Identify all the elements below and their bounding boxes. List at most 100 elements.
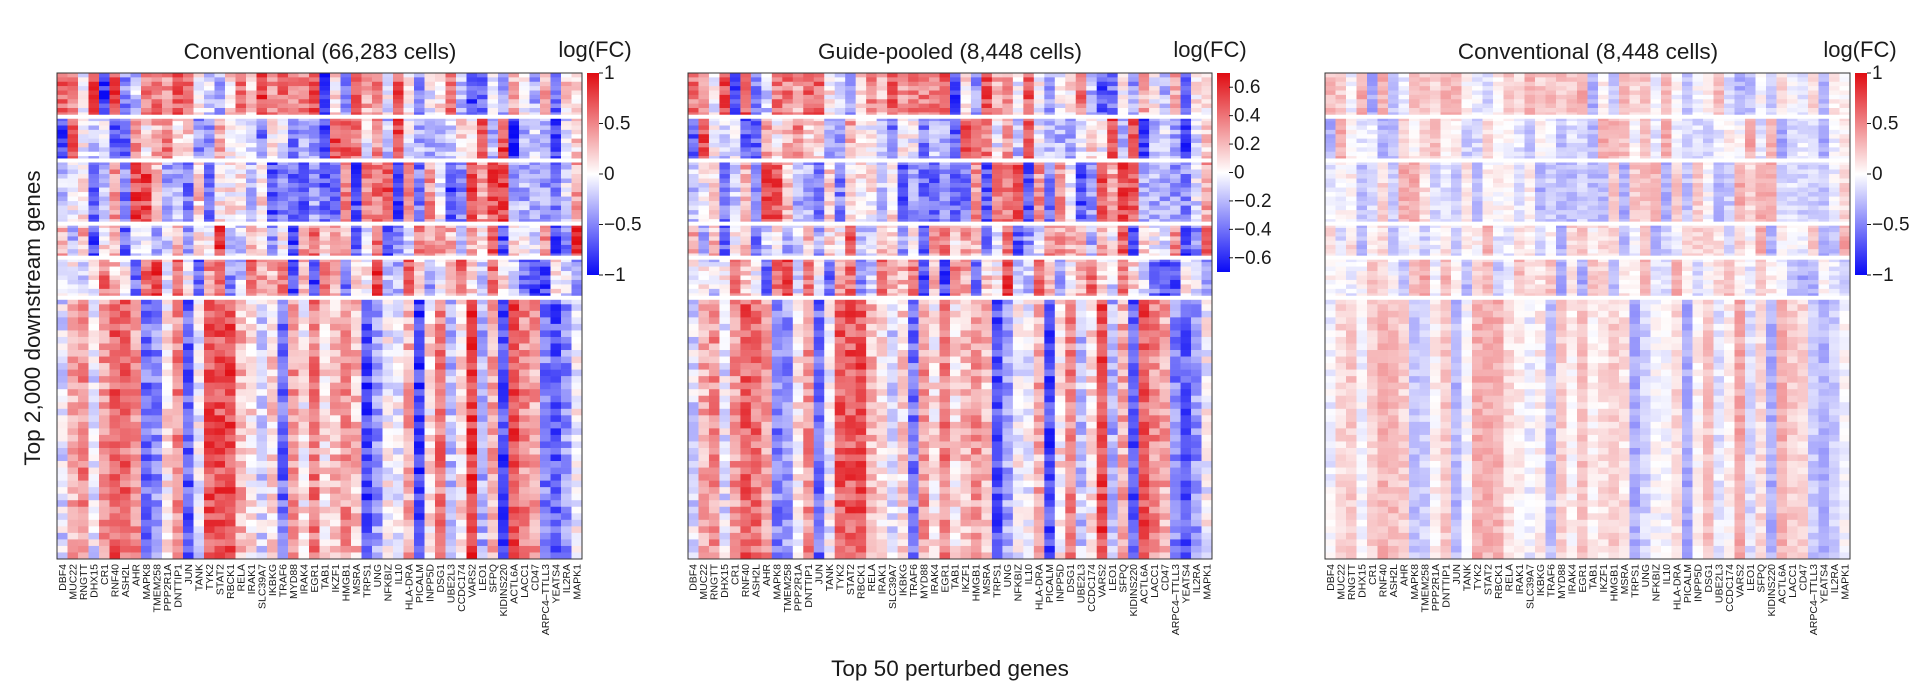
heatmap-cell [57, 125, 68, 131]
heatmap-cell [183, 201, 194, 206]
heatmap-cell [361, 421, 373, 429]
heatmap-cell [519, 284, 530, 290]
heatmap-cell [466, 90, 478, 96]
heatmap-cell [414, 288, 425, 294]
heatmap-cell [246, 545, 257, 553]
heatmap-cell [151, 330, 163, 338]
heatmap-cell [540, 408, 551, 416]
heatmap-cell [57, 526, 68, 534]
heatmap-cell [561, 356, 572, 364]
heatmap-cell [487, 447, 499, 455]
heatmap-cell [99, 480, 110, 488]
heatmap-cell [487, 323, 499, 331]
heatmap-cell [435, 317, 446, 325]
heatmap-cell [99, 513, 110, 521]
heatmap-cell [204, 330, 215, 338]
heatmap-cell [298, 369, 310, 377]
heatmap-cell [540, 138, 551, 144]
heatmap-cell [561, 288, 572, 294]
heatmap-cell [498, 244, 509, 250]
heatmap-cell [256, 493, 268, 501]
heatmap-cell [698, 271, 710, 276]
heatmap-cell [351, 125, 362, 131]
heatmap-cell [688, 552, 699, 560]
heatmap-cell [435, 330, 446, 338]
heatmap-cell [277, 249, 289, 254]
heatmap-cell [309, 178, 320, 184]
heatmap-cell [382, 169, 394, 175]
heatmap-cell [214, 487, 226, 494]
heatmap-cell [99, 474, 110, 481]
heatmap-cell [698, 421, 710, 429]
heatmap-cell [172, 434, 184, 442]
heatmap-cell [235, 441, 247, 449]
heatmap-cell [571, 279, 583, 285]
heatmap-cell [414, 493, 425, 501]
heatmap-cell [487, 174, 499, 179]
heatmap-cell [445, 441, 457, 449]
heatmap-cell [403, 232, 415, 237]
heatmap-cell [414, 402, 425, 410]
heatmap-cell [340, 500, 352, 508]
heatmap-cell [78, 454, 89, 462]
heatmap-cell [319, 356, 331, 364]
heatmap-cell [340, 363, 352, 370]
heatmap-cell [204, 500, 215, 508]
heatmap-cell [172, 493, 184, 501]
heatmap-cell [498, 240, 509, 246]
heatmap-cell [277, 526, 289, 534]
heatmap-cell [403, 138, 415, 144]
heatmap-cell [214, 257, 226, 263]
heatmap-cell [414, 116, 425, 122]
heatmap-cell [708, 493, 720, 501]
heatmap-cell [319, 474, 331, 481]
heatmap-cell [277, 376, 289, 383]
heatmap-cell [330, 174, 341, 179]
heatmap-cell [256, 395, 268, 403]
heatmap-cell [225, 526, 236, 534]
heatmap-cell [130, 350, 142, 357]
heatmap-cell [414, 389, 425, 397]
heatmap-cell [298, 73, 310, 78]
heatmap-cell [330, 461, 341, 468]
heatmap-cell [78, 125, 89, 131]
heatmap-cell [540, 323, 551, 331]
heatmap-cell [424, 552, 436, 560]
heatmap-cell [456, 454, 467, 462]
heatmap-cell [267, 138, 278, 144]
heatmap-cell [172, 330, 184, 338]
heatmap-cell [435, 271, 446, 276]
heatmap-cell [235, 275, 247, 281]
heatmap-cell [120, 156, 131, 161]
heatmap-cell [246, 142, 257, 148]
heatmap-cell [351, 297, 362, 305]
heatmap-cell [688, 196, 699, 202]
heatmap-cell [340, 284, 352, 290]
heatmap-cell [372, 116, 383, 122]
heatmap-cell [88, 513, 100, 521]
heatmap-cell [309, 236, 320, 241]
heatmap-cell [141, 129, 152, 135]
heatmap-cell [508, 369, 520, 377]
heatmap-cell [172, 389, 184, 397]
heatmap-cell [424, 129, 436, 135]
heatmap-cell [487, 178, 499, 184]
heatmap-cell [571, 116, 583, 122]
heatmap-cell [351, 142, 362, 148]
heatmap-cell [109, 363, 121, 370]
heatmap-cell [403, 160, 415, 166]
heatmap-cell [508, 164, 520, 170]
heatmap-cell [319, 288, 331, 294]
heatmap-cell [120, 174, 131, 179]
heatmap-cell [487, 121, 499, 126]
heatmap-cell [109, 356, 121, 364]
heatmap-cell [246, 310, 257, 318]
heatmap-cell [256, 192, 268, 197]
heatmap-cell [456, 519, 467, 527]
heatmap-cell [708, 257, 720, 263]
heatmap-cell [277, 343, 289, 351]
heatmap-cell [719, 428, 731, 436]
heatmap-cell [57, 187, 68, 193]
heatmap-cell [99, 526, 110, 534]
heatmap-cell [708, 223, 720, 229]
